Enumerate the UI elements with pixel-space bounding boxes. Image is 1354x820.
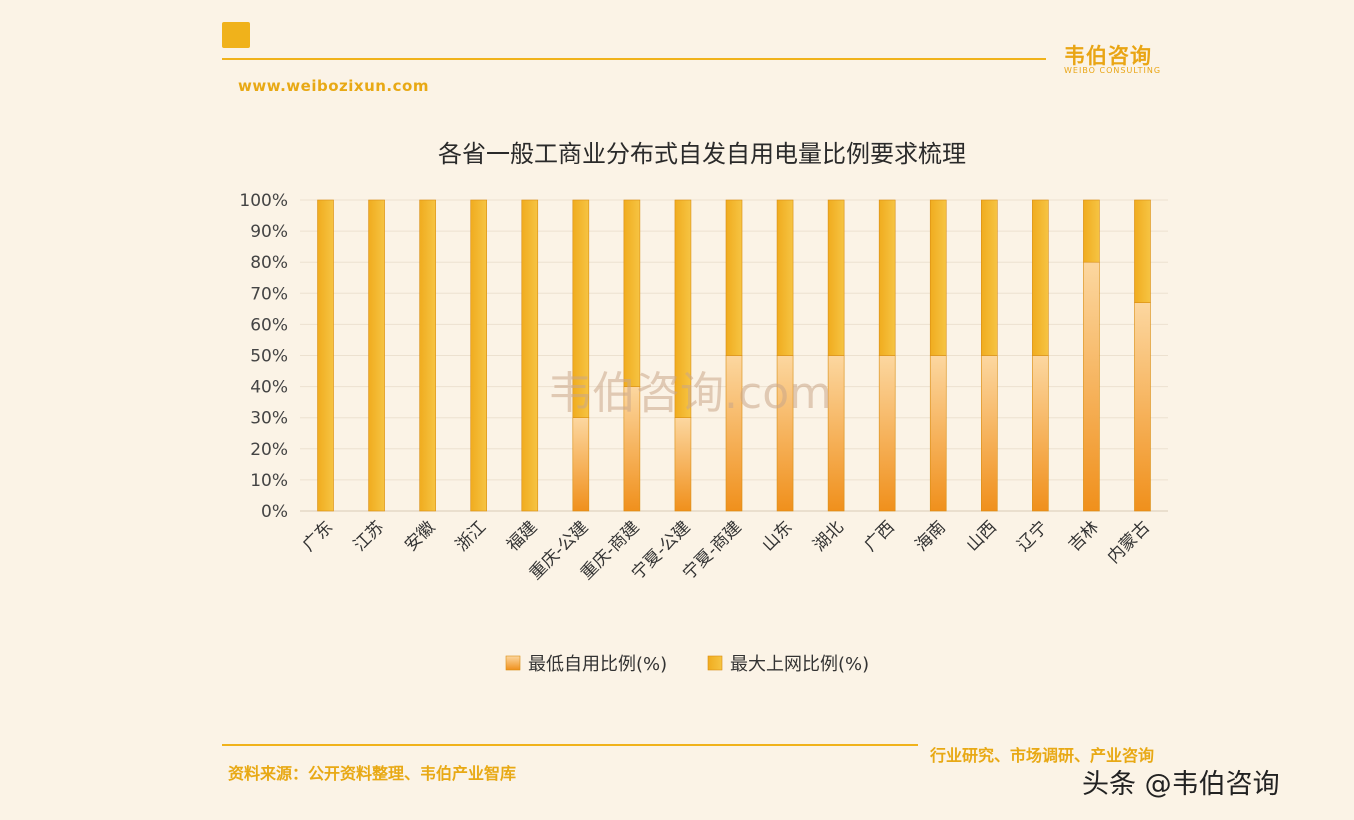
x-category-label: 广西 bbox=[861, 517, 899, 555]
x-category-label: 吉林 bbox=[1065, 517, 1103, 555]
chart-title: 各省一般工商业分布式自发自用电量比例要求梳理 bbox=[438, 140, 966, 168]
bar-segment-max-grid-export bbox=[878, 199, 896, 356]
legend-swatch bbox=[707, 655, 723, 671]
watermark: 韦伯咨询.com bbox=[548, 368, 832, 419]
bar-segment-min-self-use bbox=[980, 355, 998, 512]
bar-segment-max-grid-export bbox=[419, 199, 436, 512]
x-category-label: 湖北 bbox=[809, 517, 847, 555]
site-url: www.weibozixun.com bbox=[238, 77, 429, 95]
y-tick-label: 50% bbox=[250, 347, 288, 367]
bar-segment-min-self-use bbox=[1083, 261, 1100, 512]
y-tick-label: 70% bbox=[250, 284, 288, 304]
x-category-label: 山东 bbox=[758, 517, 796, 555]
x-category-label: 海南 bbox=[912, 517, 950, 555]
y-tick-label: 30% bbox=[250, 409, 288, 429]
legend-label: 最低自用比例(%) bbox=[528, 654, 667, 675]
legend: 最低自用比例(%) 最大上网比例(%) bbox=[505, 654, 869, 675]
header-divider bbox=[222, 58, 1046, 60]
y-tick-label: 20% bbox=[250, 440, 288, 460]
y-tick-label: 0% bbox=[261, 502, 288, 522]
footer-divider bbox=[222, 744, 918, 746]
y-tick-label: 100% bbox=[239, 191, 288, 211]
y-tick-label: 10% bbox=[250, 471, 288, 491]
bar-segment-max-grid-export bbox=[623, 199, 641, 387]
bar-segment-max-grid-export bbox=[827, 199, 845, 356]
x-category-label: 广东 bbox=[299, 517, 337, 555]
bar-segment-min-self-use bbox=[878, 355, 896, 512]
bar-segment-min-self-use bbox=[1032, 355, 1049, 512]
bars bbox=[317, 199, 1151, 512]
bar-segment-max-grid-export bbox=[776, 199, 794, 356]
brand-logo: 韦伯咨询 bbox=[1064, 44, 1152, 68]
bar-segment-max-grid-export bbox=[470, 199, 488, 512]
x-category-label: 辽宁 bbox=[1014, 517, 1052, 555]
data-source: 资料来源：公开资料整理、韦伯产业智库 bbox=[228, 764, 517, 783]
legend-swatch bbox=[505, 655, 521, 671]
footer-slogan: 行业研究、市场调研、产业咨询 bbox=[930, 746, 1155, 765]
bar-segment-max-grid-export bbox=[1134, 199, 1151, 303]
bar-segment-min-self-use bbox=[674, 417, 692, 512]
x-category-label: 山西 bbox=[963, 517, 1001, 555]
y-tick-label: 40% bbox=[250, 378, 288, 398]
x-category-label: 福建 bbox=[503, 517, 541, 555]
x-category-label: 安徽 bbox=[401, 517, 439, 555]
bar-segment-min-self-use bbox=[572, 417, 590, 512]
brand-logo-subtitle: WEIBO CONSULTING bbox=[1064, 66, 1162, 75]
bar-segment-min-self-use bbox=[929, 355, 947, 512]
bar-segment-max-grid-export bbox=[980, 199, 998, 356]
y-tick-label: 80% bbox=[250, 253, 288, 273]
bar-segment-max-grid-export bbox=[572, 199, 590, 418]
brand-square bbox=[222, 22, 250, 48]
bar-segment-max-grid-export bbox=[674, 199, 692, 418]
y-axis-ticks: 0% 10% 20% 30% 40% 50% 60% 70% 80% 90% 100% bbox=[239, 191, 288, 522]
platform-handle: 头条 @韦伯咨询 bbox=[1082, 769, 1280, 800]
legend-label: 最大上网比例(%) bbox=[730, 654, 869, 675]
bar-segment-min-self-use bbox=[1134, 302, 1151, 512]
bar-segment-max-grid-export bbox=[317, 199, 334, 512]
y-tick-label: 90% bbox=[250, 222, 288, 242]
x-category-label: 浙江 bbox=[452, 517, 490, 555]
y-tick-label: 60% bbox=[250, 315, 288, 335]
bar-segment-max-grid-export bbox=[725, 199, 743, 356]
x-category-label: 内蒙古 bbox=[1104, 517, 1154, 567]
bar-segment-max-grid-export bbox=[1032, 199, 1049, 356]
bar-segment-max-grid-export bbox=[1083, 199, 1100, 263]
x-category-label: 江苏 bbox=[350, 517, 388, 555]
bar-segment-max-grid-export bbox=[368, 199, 385, 512]
bar-segment-max-grid-export bbox=[929, 199, 947, 356]
bar-segment-max-grid-export bbox=[521, 199, 539, 512]
